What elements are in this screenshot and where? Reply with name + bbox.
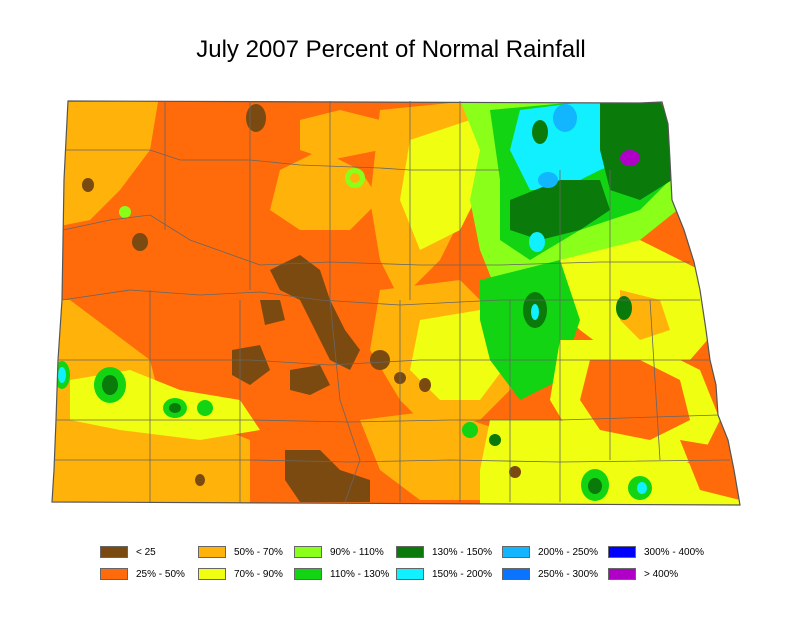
legend-swatch xyxy=(198,568,226,580)
legend-item-250-300: 250% - 300% xyxy=(502,567,598,581)
legend-label: 110% - 130% xyxy=(330,568,390,580)
legend-swatch xyxy=(608,568,636,580)
legend-swatch xyxy=(294,546,322,558)
legend-swatch xyxy=(608,546,636,558)
legend-item-lt25: < 25 xyxy=(100,545,156,559)
legend-label: 70% - 90% xyxy=(234,568,283,580)
rainfall-fill xyxy=(52,101,740,505)
legend-swatch xyxy=(198,546,226,558)
legend-item-70-90: 70% - 90% xyxy=(198,567,283,581)
county-boundaries xyxy=(54,101,731,503)
legend-label: 90% - 110% xyxy=(330,546,384,558)
map-legend: < 25 25% - 50% 50% - 70% 70% - 90% 90% -… xyxy=(100,545,720,585)
legend-item-150-200: 150% - 200% xyxy=(396,567,492,581)
legend-item-90-110: 90% - 110% xyxy=(294,545,384,559)
legend-swatch xyxy=(502,568,530,580)
legend-label: > 400% xyxy=(644,568,679,580)
legend-item-130-150: 130% - 150% xyxy=(396,545,492,559)
legend-item-gt400: > 400% xyxy=(608,567,678,581)
legend-label: 25% - 50% xyxy=(136,568,185,580)
legend-label: 50% - 70% xyxy=(234,546,283,558)
legend-swatch xyxy=(100,568,128,580)
legend-item-25-50: 25% - 50% xyxy=(100,567,185,581)
legend-item-50-70: 50% - 70% xyxy=(198,545,283,559)
legend-label: < 25 xyxy=(136,546,156,558)
legend-label: 200% - 250% xyxy=(538,546,599,558)
legend-swatch xyxy=(396,546,424,558)
legend-swatch xyxy=(396,568,424,580)
legend-label: 130% - 150% xyxy=(432,546,493,558)
legend-item-300-400: 300% - 400% xyxy=(608,545,704,559)
map-title: July 2007 Percent of Normal Rainfall xyxy=(196,36,586,63)
legend-swatch xyxy=(294,568,322,580)
legend-item-200-250: 200% - 250% xyxy=(502,545,598,559)
legend-label: 250% - 300% xyxy=(538,568,599,580)
legend-label: 150% - 200% xyxy=(432,568,493,580)
legend-label: 300% - 400% xyxy=(644,546,705,558)
legend-swatch xyxy=(502,546,530,558)
legend-item-110-130: 110% - 130% xyxy=(294,567,389,581)
legend-swatch xyxy=(100,546,128,558)
